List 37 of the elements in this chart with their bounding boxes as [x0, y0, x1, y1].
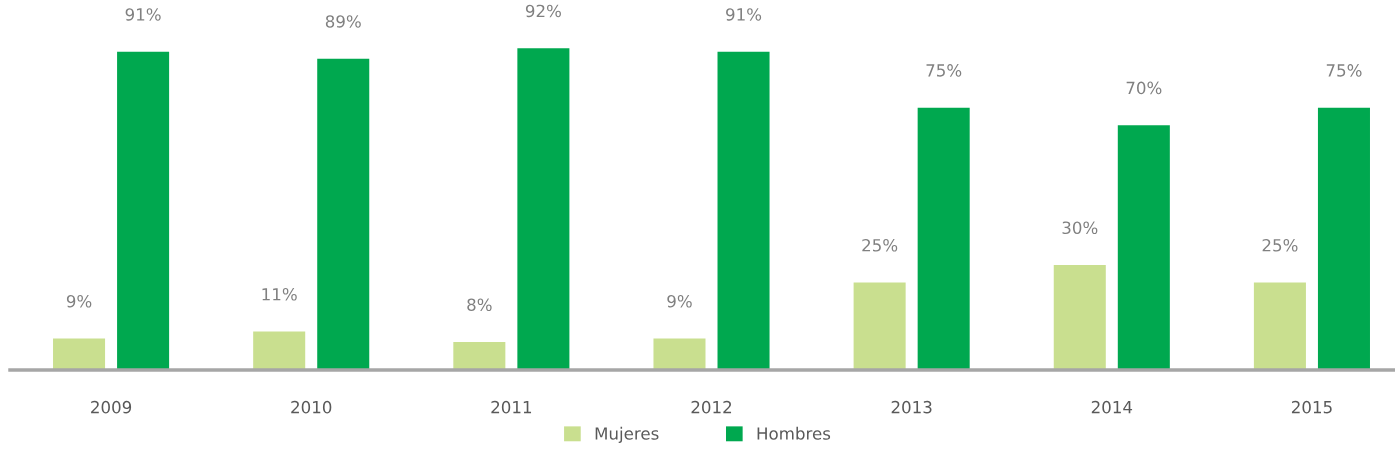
- bar: [1053, 265, 1106, 370]
- x-tick-label: 2013: [891, 400, 932, 414]
- bar: [117, 51, 170, 370]
- bar: [653, 338, 706, 370]
- x-tick-label: 2014: [1091, 400, 1133, 414]
- x-tick-label: 2015: [1291, 400, 1332, 414]
- bar: [453, 342, 506, 370]
- bar: [517, 48, 570, 370]
- data-label: 91%: [125, 8, 161, 21]
- bar: [1253, 282, 1306, 370]
- data-label: 75%: [926, 64, 962, 77]
- bar: [253, 331, 306, 370]
- data-label: 89%: [325, 15, 361, 28]
- data-label: 70%: [1126, 81, 1162, 95]
- bar: [1317, 107, 1370, 370]
- bar: [717, 51, 770, 370]
- x-tick-label: 2012: [691, 400, 732, 414]
- data-label: 75%: [1326, 64, 1362, 77]
- data-label: 25%: [1262, 238, 1298, 252]
- data-label: 30%: [1062, 221, 1098, 235]
- x-tick-label: 2009: [91, 400, 132, 414]
- x-tick-label: 2010: [291, 400, 332, 414]
- data-label: 25%: [862, 238, 898, 252]
- bar: [917, 107, 970, 370]
- legend-label: Mujeres: [595, 426, 659, 443]
- data-label: 9%: [667, 294, 692, 308]
- data-label: 8%: [467, 298, 492, 312]
- data-label: 11%: [262, 287, 297, 301]
- data-label: 91%: [726, 8, 762, 21]
- data-label: 9%: [66, 294, 92, 308]
- bar: [317, 58, 370, 370]
- bar: [53, 338, 106, 370]
- bar: [853, 282, 906, 370]
- bar: [1117, 125, 1170, 370]
- legend-label: Hombres: [757, 426, 831, 440]
- data-label: 92%: [525, 4, 561, 18]
- x-tick-label: 2011: [491, 400, 532, 414]
